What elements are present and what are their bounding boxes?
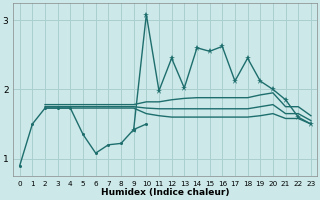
X-axis label: Humidex (Indice chaleur): Humidex (Indice chaleur) — [101, 188, 229, 197]
